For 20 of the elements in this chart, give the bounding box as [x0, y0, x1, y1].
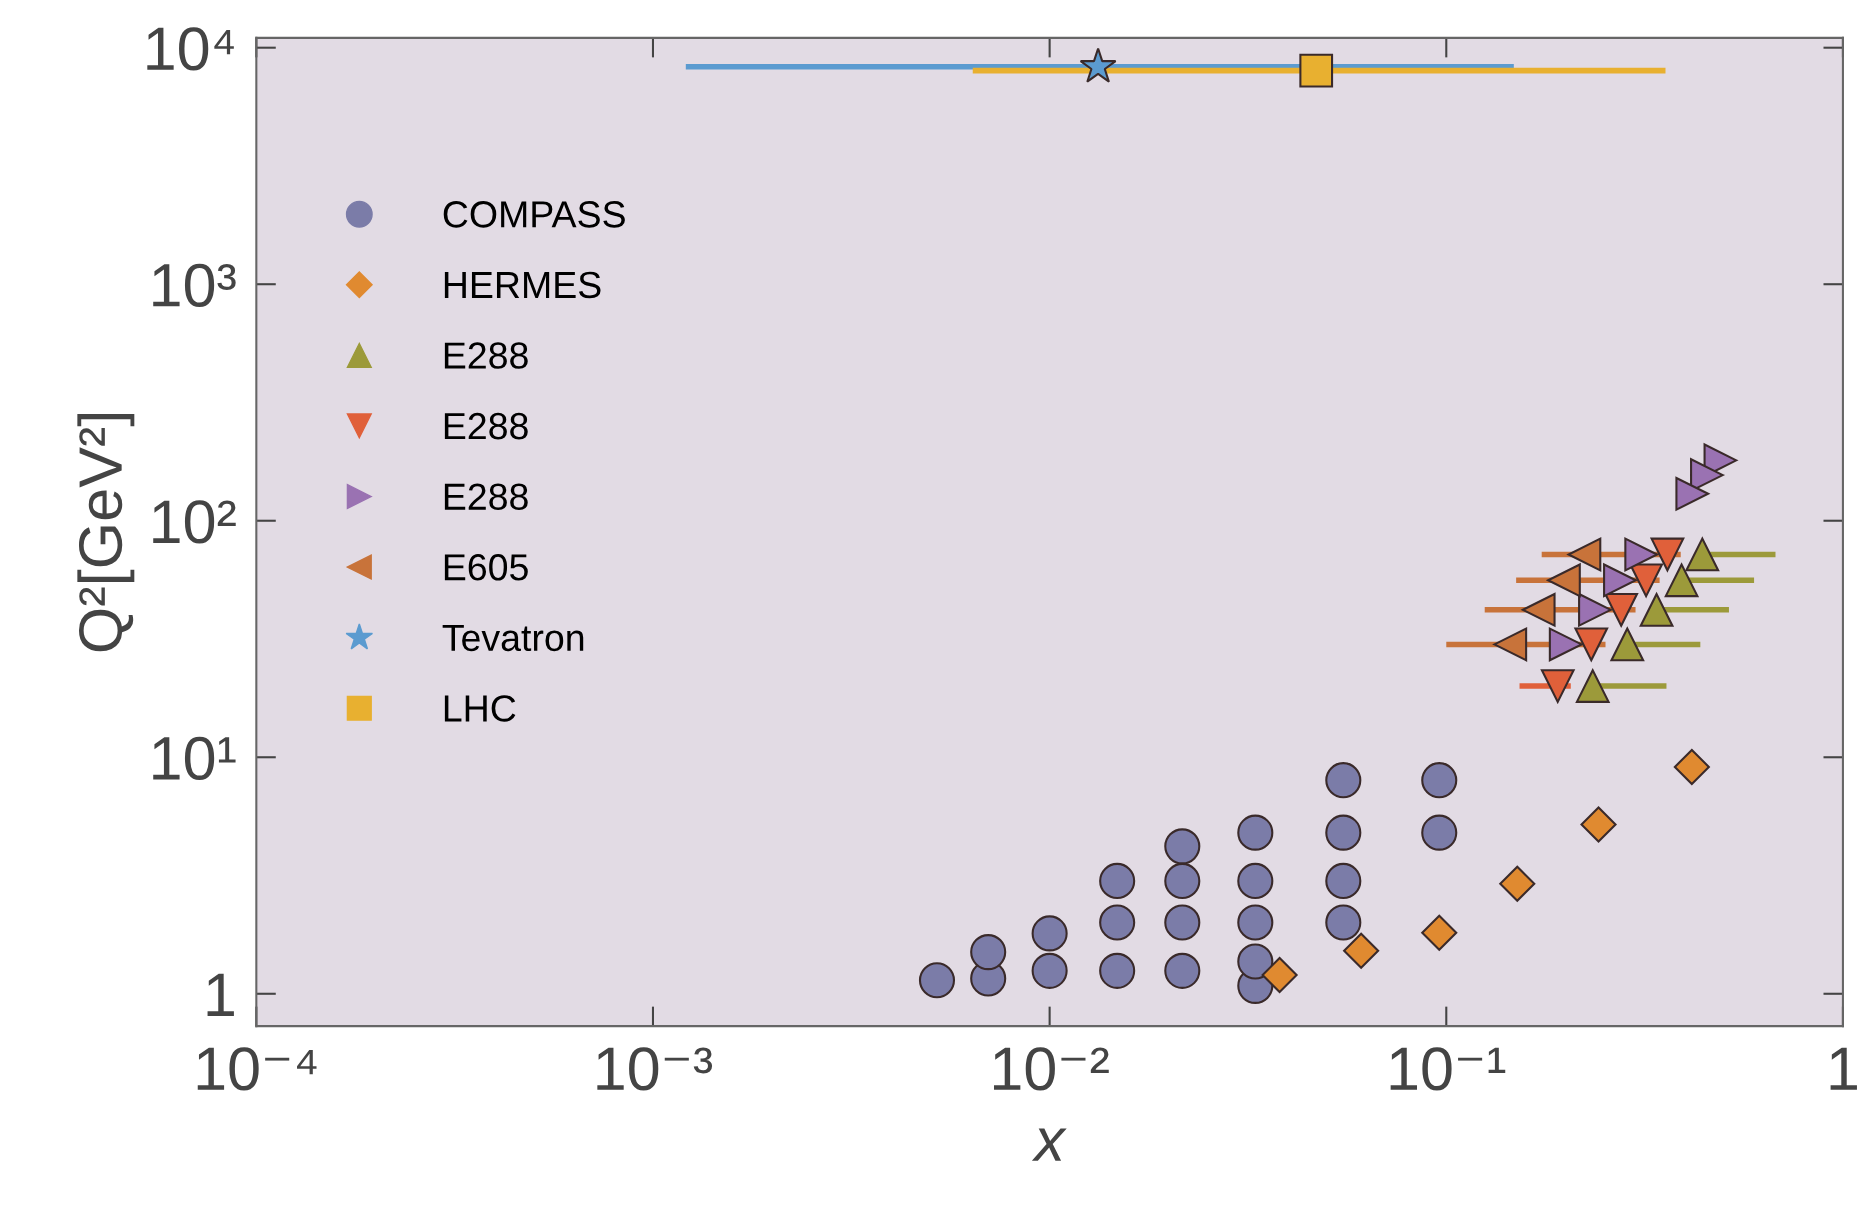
x-tick-label: 10⁻³ — [597, 1047, 713, 1091]
y-tick-label: 10² — [153, 500, 236, 544]
legend-label: HERMES — [444, 271, 601, 299]
legend-label: E288 — [444, 483, 528, 510]
legend-label: LHC — [444, 695, 516, 722]
x-tick-label: 10⁻² — [994, 1047, 1109, 1091]
legend-label: E605 — [444, 554, 528, 581]
x-axis-title: x — [1031, 1128, 1067, 1161]
legend-label: Tevatron — [442, 625, 584, 652]
y-tick-label: 10³ — [153, 263, 236, 307]
y-tick-label: 10¹ — [153, 736, 236, 780]
y-tick-label: 10⁴ — [147, 27, 234, 71]
x-tick-label: 1 — [1830, 1047, 1857, 1090]
legend-label: E288 — [444, 412, 528, 440]
legend-label: COMPASS — [443, 201, 625, 228]
y-tick-label: 1 — [207, 973, 234, 1016]
legend-label: E288 — [444, 342, 528, 369]
x-tick-label: 10⁻¹ — [1390, 1047, 1506, 1091]
x-tick-label: 10⁻⁴ — [197, 1047, 317, 1091]
y-axis-title: Q²[GeV²] — [77, 414, 135, 652]
